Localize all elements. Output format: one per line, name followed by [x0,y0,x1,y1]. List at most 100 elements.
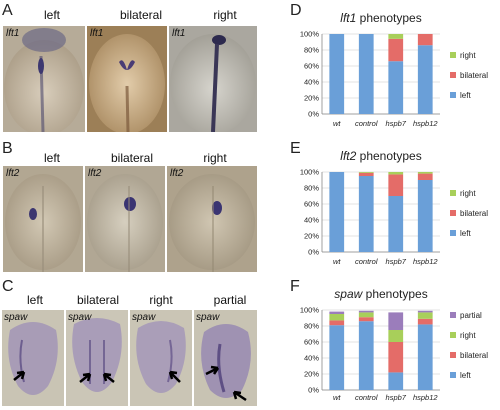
y-tick-label: 40% [304,216,319,225]
legend-swatch-partial [450,312,456,318]
panel-c-photo-bilateral [66,310,128,406]
bar-right-hspb7 [388,34,404,39]
bar-left-control [358,34,374,114]
panel-b-label-right: right [203,151,227,165]
bar-right-hspb12 [417,172,433,174]
chart-lft2-phenotypes: lft2 phenotypes 0% 20% 40% 60% 80% 100% wt contr… [288,138,500,276]
bar-left-control [358,176,374,252]
legend-swatch-bilateral [450,352,456,358]
legend-swatch-right [450,190,456,196]
panel-letter-b: B [2,140,13,157]
legend-label-right: right [460,189,476,198]
x-tick-label: hspb12 [413,257,438,266]
y-tick-label: 60% [304,62,319,71]
legend-label-partial: partial [460,311,482,320]
y-tick-label: 60% [304,200,319,209]
panel-a-photo-bilateral [87,26,167,132]
legend-label-left: left [460,229,471,238]
chart-title: lft2 phenotypes [340,149,421,163]
chart-title: lft1 phenotypes [340,11,421,25]
panel-c-photo-left [2,310,64,406]
y-tick-label: 80% [304,322,319,331]
chart-lft1-phenotypes: lft1 phenotypes 0% 20% 40% 60% 80% 100% wt contr… [288,0,500,138]
bar-bilateral-control [358,317,374,322]
bar-bilateral-wt [329,320,345,326]
panel-c-gene-label-3: spaw [132,312,156,323]
chart-title: spaw phenotypes [334,287,427,301]
bar-left-control [358,321,374,390]
y-tick-label: 20% [304,370,319,379]
x-tick-label: control [355,257,378,266]
panel-b-photo-right [167,166,257,272]
bar-bilateral-hspb12 [417,34,433,46]
panel-b-label-left: left [43,151,60,165]
chart-spaw-phenotypes: spaw phenotypes 0% 20% 40% 60% 80% 100% wt contr… [288,276,500,410]
x-tick-label: hspb7 [386,257,407,266]
panel-b-photo-bilateral [85,166,165,272]
panel-c-label-partial: partial [213,293,247,307]
bar-left-hspb7 [388,372,404,390]
panel-letter-a: A [2,2,13,19]
x-tick-label: hspb12 [413,119,438,128]
panel-c-gene-label-1: spaw [4,312,28,323]
panel-c-label-right: right [149,293,173,307]
legend-swatch-bilateral [450,210,456,216]
legend-label-left: left [460,91,471,100]
bar-right-hspb7 [388,330,404,342]
bar-left-hspb12 [417,180,433,252]
x-tick-label: hspb7 [386,393,407,402]
panel-a-label-left: left [43,8,60,22]
bar-partial-hspb7 [388,312,404,330]
panel-c-label-bilateral: bilateral [76,293,120,307]
panel-c-photo-partial [194,310,257,406]
y-tick-label: 100% [300,30,320,39]
panel-a-photo-right [169,26,257,132]
y-tick-label: 80% [304,46,319,55]
legend-swatch-left [450,230,456,236]
panel-letter-d: D [290,2,302,19]
bar-left-hspb7 [388,61,404,114]
panel-b-gene-label-2: lft2 [88,168,102,179]
panel-b-gene-label-1: lft2 [6,168,20,179]
x-tick-label: control [355,119,378,128]
bar-bilateral-hspb12 [417,318,433,325]
panel-b-gene-label-3: lft2 [170,168,184,179]
x-tick-label: wt [333,119,341,128]
legend-swatch-bilateral [450,72,456,78]
panel-a-photo-left [3,26,85,132]
panel-letter-e: E [290,140,301,157]
panel-a-label-right: right [213,8,237,22]
panel-a-gene-label-3: lft1 [172,28,186,39]
panel-c-gene-label-4: spaw [196,312,220,323]
panel-c-label-left: left [26,293,43,307]
panel-b-photo-left [3,166,83,272]
bar-right-hspb12 [417,312,433,319]
legend-label-right: right [460,331,476,340]
panel-a-gene-label-2: lft1 [90,28,104,39]
legend-label-bilateral: bilateral [460,209,488,218]
x-tick-label: hspb12 [413,393,438,402]
legend-label-left: left [460,371,471,380]
legend-swatch-left [450,92,456,98]
x-tick-label: control [355,393,378,402]
y-tick-label: 0% [308,248,319,257]
panel-c-gene-label-2: spaw [68,312,92,323]
bar-left-hspb12 [417,324,433,390]
y-tick-label: 80% [304,184,319,193]
panel-a-label-bilateral: bilateral [119,8,163,22]
panel-letter-f: F [290,278,300,295]
bar-bilateral-hspb7 [388,38,404,62]
legend-swatch-left [450,372,456,378]
bar-left-hspb12 [417,45,433,115]
bar-partial-hspb12 [417,310,433,313]
bar-right-hspb7 [388,172,404,175]
x-tick-label: wt [333,393,341,402]
panel-c-photo-right [130,310,192,406]
y-tick-label: 40% [304,78,319,87]
x-tick-label: wt [333,257,341,266]
legend-label-bilateral: bilateral [460,71,488,80]
panel-letter-c: C [2,278,14,295]
y-tick-label: 20% [304,94,319,103]
y-tick-label: 40% [304,354,319,363]
y-tick-label: 100% [300,168,320,177]
